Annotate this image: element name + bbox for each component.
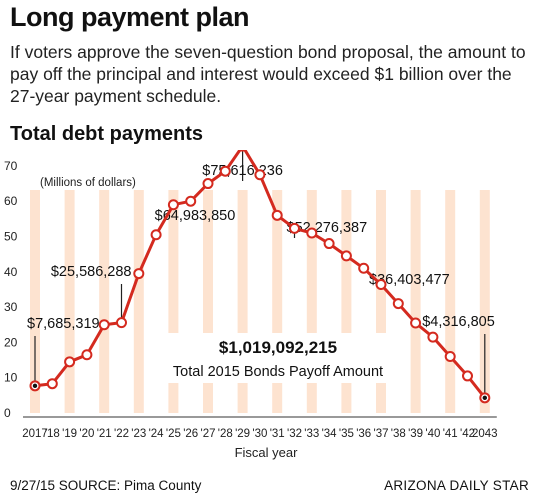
- callout-value: $75,616,236: [202, 163, 283, 179]
- total-amount: $1,019,092,215: [219, 338, 337, 357]
- column-stripe: [341, 190, 352, 413]
- data-markers: [29, 150, 491, 404]
- x-tick-label: '22: [114, 428, 129, 440]
- x-tick-label: '40: [425, 428, 440, 440]
- column-stripe: [445, 190, 456, 413]
- data-point: [306, 227, 318, 239]
- x-tick-label: '30: [252, 428, 267, 440]
- data-point: [271, 209, 283, 221]
- x-tick-label: '21: [97, 428, 112, 440]
- data-point: [375, 279, 387, 291]
- x-tick-label: '31: [270, 428, 285, 440]
- column-stripe: [99, 190, 110, 413]
- y-tick-label: 10: [4, 371, 18, 385]
- data-point: [64, 356, 76, 368]
- data-point: [116, 317, 127, 329]
- data-point: [185, 195, 197, 207]
- data-point: [219, 165, 231, 177]
- column-stripe: [64, 190, 75, 413]
- column-stripe: [410, 190, 421, 413]
- column-stripe: [168, 190, 179, 413]
- column-stripe: [479, 190, 490, 413]
- callout-value: $36,403,477: [369, 272, 450, 288]
- headline: Long payment plan: [10, 2, 250, 32]
- debt-payments-chart: 01020304050607080 2017'18'19'20'21'22'23…: [4, 150, 498, 460]
- data-point: [427, 331, 439, 343]
- x-tick-label: '27: [201, 428, 216, 440]
- x-tick-label: '25: [166, 428, 181, 440]
- callout-value: $25,586,288: [51, 264, 132, 280]
- x-tick-label: '18: [45, 428, 60, 440]
- data-point: [150, 229, 162, 241]
- y-tick-label: 70: [4, 159, 18, 173]
- data-point: [254, 169, 266, 181]
- y-tick-label: 40: [4, 265, 18, 279]
- column-stripes: [30, 190, 490, 413]
- x-axis: 2017'18'19'20'21'22'23'24'25'26'27'28'29…: [22, 416, 498, 440]
- x-tick-label: '29: [235, 428, 250, 440]
- data-point: [358, 262, 370, 274]
- data-point: [81, 349, 93, 361]
- y-axis-unit-label: (Millions of dollars): [40, 177, 136, 189]
- x-tick-label: '35: [339, 428, 354, 440]
- column-stripe: [203, 190, 213, 413]
- callout-value: $4,316,805: [422, 314, 495, 330]
- endpoint-dot: [482, 395, 487, 401]
- x-tick-label: 2043: [472, 428, 498, 440]
- y-tick-label: 0: [4, 406, 11, 420]
- x-tick-label: '34: [322, 428, 338, 440]
- data-point: [410, 317, 422, 329]
- intro-text: If voters approve the seven-question bon…: [10, 42, 526, 106]
- x-tick-label: '20: [79, 428, 94, 440]
- endpoint-dot: [32, 383, 38, 389]
- data-point: [238, 150, 247, 152]
- x-tick-label: '33: [304, 428, 319, 440]
- data-point: [462, 370, 473, 382]
- data-point: [289, 222, 300, 234]
- footer-credit: ARIZONA DAILY STAR: [384, 478, 529, 493]
- x-tick-label: '19: [62, 428, 77, 440]
- x-tick-label: '23: [131, 428, 146, 440]
- column-stripe: [272, 190, 283, 413]
- y-tick-label: 20: [4, 335, 18, 349]
- y-tick-label: 30: [4, 300, 18, 314]
- x-tick-label: '38: [391, 428, 406, 440]
- x-tick-label: '37: [374, 428, 389, 440]
- column-stripe: [133, 190, 144, 413]
- x-tick-label: '41: [443, 428, 458, 440]
- x-tick-label: '32: [287, 428, 302, 440]
- column-stripe: [30, 190, 40, 413]
- chart-subhead: Total debt payments: [10, 123, 203, 145]
- data-point: [167, 199, 179, 211]
- data-point: [340, 250, 352, 262]
- x-axis-label: Fiscal year: [235, 445, 299, 460]
- column-stripe: [237, 190, 248, 413]
- x-tick-label: '28: [218, 428, 233, 440]
- footer-source: 9/27/15 SOURCE: Pima County: [10, 478, 202, 493]
- callout-value: $64,983,850: [155, 208, 236, 224]
- total-caption: Total 2015 Bonds Payoff Amount: [173, 364, 383, 380]
- data-point: [202, 178, 214, 190]
- x-tick-label: '39: [408, 428, 423, 440]
- data-point: [323, 238, 335, 250]
- y-tick-label: 60: [4, 194, 18, 208]
- x-tick-label: '42: [460, 428, 475, 440]
- total-callout: $1,019,092,215 Total 2015 Bonds Payoff A…: [150, 333, 400, 383]
- x-tick-label: '24: [149, 428, 165, 440]
- total-callout-box: [150, 333, 400, 383]
- y-axis: 01020304050607080: [4, 159, 18, 420]
- x-tick-label: '36: [356, 428, 371, 440]
- column-stripe: [376, 190, 386, 413]
- x-tick-label: 2017: [22, 428, 48, 440]
- data-point: [392, 298, 404, 310]
- data-point: [98, 319, 110, 331]
- data-point: [46, 378, 58, 390]
- column-stripe: [306, 190, 317, 413]
- x-tick-label: '26: [183, 428, 198, 440]
- data-point: [133, 268, 145, 280]
- data-point: [444, 351, 456, 363]
- y-tick-label: 50: [4, 230, 18, 244]
- callout-value: $7,685,319: [27, 316, 100, 332]
